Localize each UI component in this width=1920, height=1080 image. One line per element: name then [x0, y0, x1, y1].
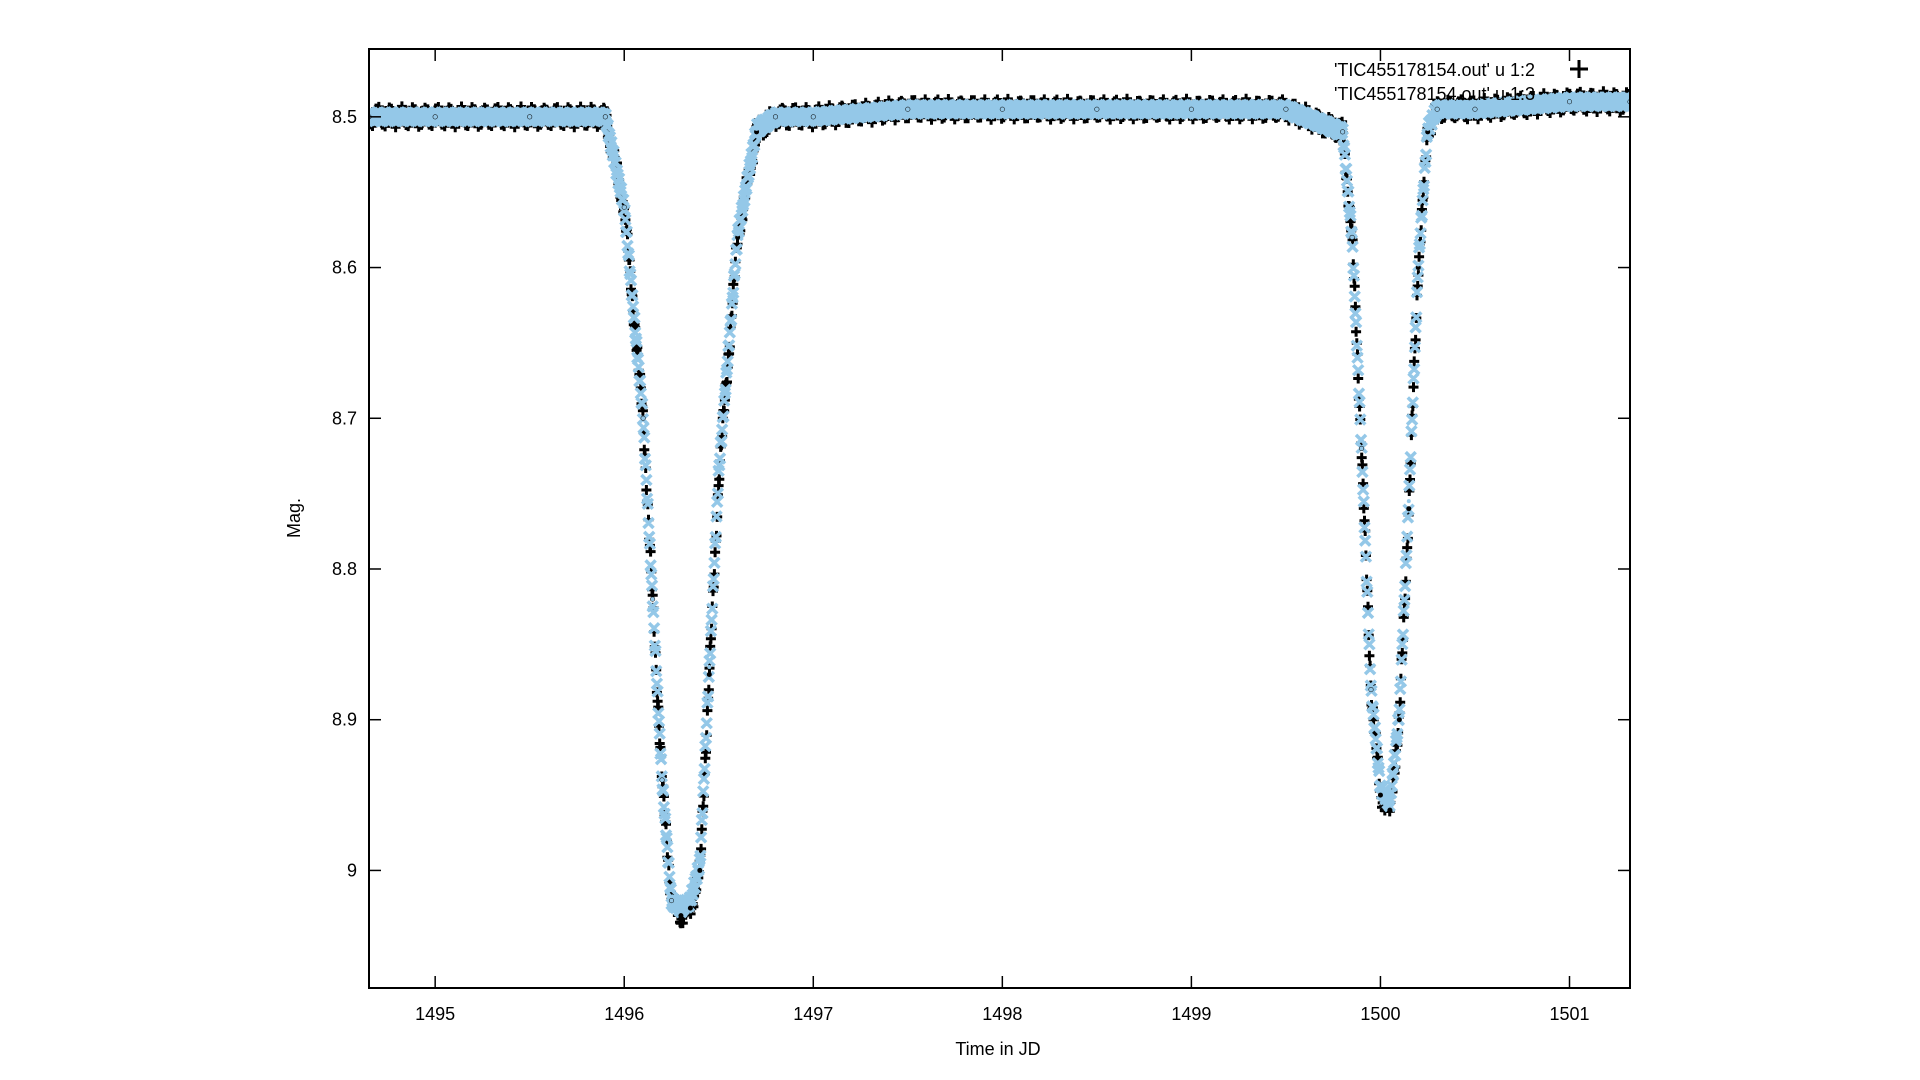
point-model [1435, 107, 1440, 112]
point-model [1406, 499, 1411, 504]
y-tick-label: 8.7 [332, 408, 357, 428]
point-model [716, 469, 721, 474]
point-model [527, 114, 532, 119]
point-model [678, 906, 683, 911]
series-observed-markers [369, 86, 1630, 929]
point-observed [687, 905, 693, 911]
point-observed [735, 234, 741, 240]
point-observed [1425, 129, 1431, 135]
point-observed [1387, 807, 1393, 813]
point-model [688, 898, 693, 903]
y-axis-label: Mag. [284, 498, 304, 538]
point-model [1416, 262, 1421, 267]
point-model [1350, 235, 1355, 240]
series-model-markers [369, 90, 1630, 919]
point-model [697, 860, 702, 865]
point-model [773, 114, 778, 119]
plot-frame [368, 48, 1631, 989]
x-axis-label: Time in JD [955, 1039, 1040, 1059]
point-observed [1377, 792, 1383, 798]
point-model [1368, 687, 1373, 692]
point-model [1472, 107, 1477, 112]
point-observed [754, 129, 760, 135]
point-model [1378, 785, 1383, 790]
series-group [369, 86, 1630, 929]
series-layer [369, 86, 1630, 929]
point-model [1094, 107, 1099, 112]
x-tick-label: 1496 [604, 1004, 644, 1024]
y-tick-label: 8.9 [332, 710, 357, 730]
point-observed [678, 913, 684, 919]
point-model [603, 114, 608, 119]
x-tick-label: 1497 [793, 1004, 833, 1024]
x-tick-label: 1501 [1549, 1004, 1589, 1024]
point-model [1359, 446, 1364, 451]
point-model [1425, 126, 1430, 131]
y-tick-label: 8.8 [332, 559, 357, 579]
point-model [433, 114, 438, 119]
y-tick-label: 9 [347, 860, 357, 880]
point-model [707, 664, 712, 669]
x-tick-label: 1498 [982, 1004, 1022, 1024]
point-model [660, 778, 665, 783]
point-model [905, 107, 910, 112]
point-model [754, 126, 759, 131]
x-tick-label: 1495 [415, 1004, 455, 1024]
point-model [650, 597, 655, 602]
legend-label-observed: 'TIC455178154.out' u 1:2 [1334, 60, 1535, 80]
ticks-layer: 1495 1496 1497 1498 1499 1500 1501 8.5 8.6 8.7 8.8… [332, 49, 1630, 1024]
point-model [1397, 710, 1402, 715]
point-observed [1415, 265, 1421, 271]
point-model [1000, 107, 1005, 112]
y-tick-label: 8.6 [332, 258, 357, 278]
legend-label-model: 'TIC455178154.out' u 1:3 [1334, 84, 1535, 104]
point-model [1567, 99, 1572, 104]
y-tick-label: 8.5 [332, 107, 357, 127]
point-model [811, 114, 816, 119]
point-model [641, 416, 646, 421]
x-tick-label: 1500 [1360, 1004, 1400, 1024]
point-observed [706, 671, 712, 677]
point-model [622, 205, 627, 210]
x-tick-label: 1499 [1171, 1004, 1211, 1024]
point-observed [1396, 717, 1402, 723]
point-model [669, 898, 674, 903]
point-observed [1406, 506, 1412, 512]
point-model [1340, 129, 1345, 134]
point-model [1283, 107, 1288, 112]
point-observed [697, 867, 703, 873]
point-observed [716, 476, 722, 482]
point-model [1387, 800, 1392, 805]
legend: 'TIC455178154.out' u 1:2 'TIC455178154.o… [1334, 60, 1588, 104]
point-model [1189, 107, 1194, 112]
point-model [735, 232, 740, 237]
